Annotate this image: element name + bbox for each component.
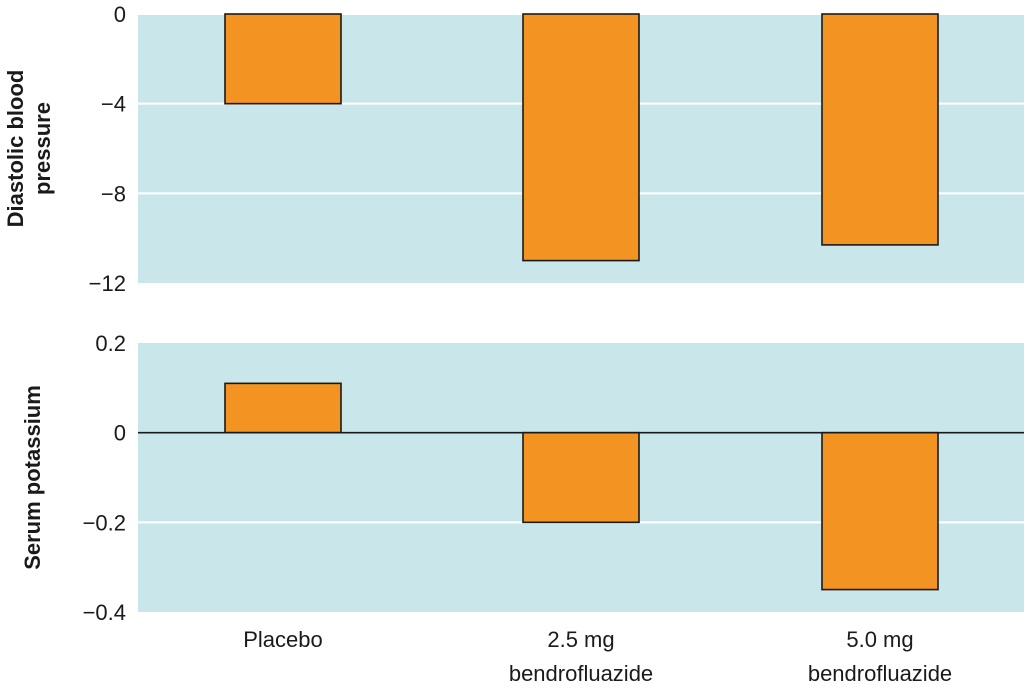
bar — [522, 431, 640, 524]
category-labels: Placebo 2.5 mg bendrofluazide 5.0 mg bendrof… — [243, 627, 952, 686]
bar — [224, 13, 342, 105]
serum-potassium-panel: 0.2 0 −0.2 −0.4 Serum potassium — [20, 331, 1024, 625]
y-tick-label: 0 — [114, 421, 126, 446]
y-axis-label: Diastolic bloodpressure — [3, 70, 55, 228]
y-tick-label: −0.2 — [83, 510, 126, 535]
bar — [821, 13, 939, 246]
y-tick-label: −8 — [101, 181, 126, 206]
bar — [224, 382, 342, 434]
bar — [522, 13, 640, 262]
category-label: Placebo — [243, 627, 323, 652]
category-label: 5.0 mg bendrofluazide — [808, 627, 952, 686]
y-tick-label: 0 — [114, 2, 126, 27]
y-tick-label: −0.4 — [83, 600, 126, 625]
diastolic-bp-panel: 0 −4 −8 −12 Diastolic bloodpressure — [3, 2, 1024, 296]
y-tick-label: −4 — [101, 92, 126, 117]
y-tick-label: −12 — [89, 271, 126, 296]
y-tick-label: 0.2 — [95, 331, 126, 356]
bar — [821, 431, 939, 591]
category-label: 2.5 mg bendrofluazide — [509, 627, 653, 686]
y-axis-label: Serum potassium — [20, 385, 45, 570]
